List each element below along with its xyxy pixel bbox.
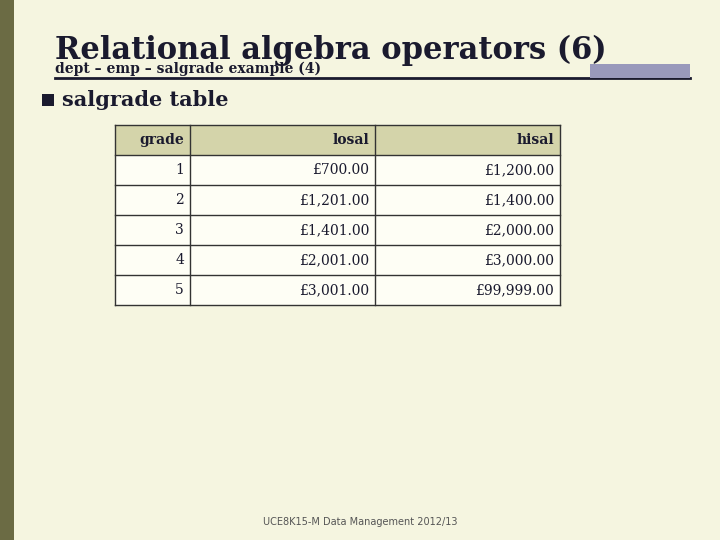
Text: £3,000.00: £3,000.00 — [484, 253, 554, 267]
Text: dept – emp – salgrade example (4): dept – emp – salgrade example (4) — [55, 62, 321, 76]
FancyBboxPatch shape — [115, 125, 560, 155]
FancyBboxPatch shape — [115, 245, 560, 275]
Text: 5: 5 — [175, 283, 184, 297]
Text: £700.00: £700.00 — [312, 163, 369, 177]
Text: 1: 1 — [175, 163, 184, 177]
FancyBboxPatch shape — [115, 155, 560, 185]
Text: 3: 3 — [175, 223, 184, 237]
Text: £1,200.00: £1,200.00 — [484, 163, 554, 177]
FancyBboxPatch shape — [0, 0, 14, 540]
Text: hisal: hisal — [516, 133, 554, 147]
Text: UCE8K15-M Data Management 2012/13: UCE8K15-M Data Management 2012/13 — [263, 517, 457, 527]
FancyBboxPatch shape — [115, 215, 560, 245]
FancyBboxPatch shape — [115, 185, 560, 215]
Text: £1,201.00: £1,201.00 — [299, 193, 369, 207]
FancyBboxPatch shape — [42, 94, 54, 106]
Text: £2,000.00: £2,000.00 — [484, 223, 554, 237]
Text: £1,401.00: £1,401.00 — [299, 223, 369, 237]
FancyBboxPatch shape — [115, 275, 560, 305]
Text: £2,001.00: £2,001.00 — [299, 253, 369, 267]
FancyBboxPatch shape — [590, 64, 690, 78]
Text: Relational algebra operators (6): Relational algebra operators (6) — [55, 35, 607, 66]
Text: salgrade table: salgrade table — [62, 90, 228, 110]
Text: £3,001.00: £3,001.00 — [299, 283, 369, 297]
Text: losal: losal — [332, 133, 369, 147]
Text: grade: grade — [139, 133, 184, 147]
Text: £1,400.00: £1,400.00 — [484, 193, 554, 207]
Text: 4: 4 — [175, 253, 184, 267]
Text: £99,999.00: £99,999.00 — [475, 283, 554, 297]
Text: 2: 2 — [175, 193, 184, 207]
